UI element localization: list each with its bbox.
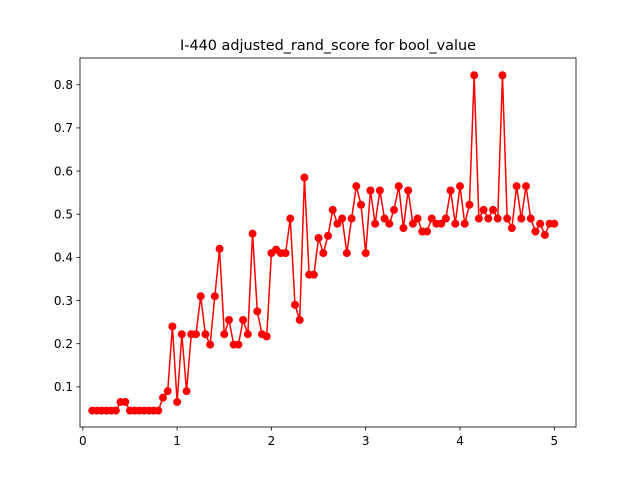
data-point: [493, 214, 502, 223]
y-tick-label: 0.3: [54, 294, 73, 308]
data-point: [215, 244, 224, 253]
data-point: [291, 300, 299, 309]
data-point: [342, 249, 351, 258]
y-tick-label: 0.4: [54, 251, 73, 265]
data-point: [413, 214, 422, 223]
data-point: [168, 322, 177, 331]
data-point: [390, 205, 399, 214]
data-point: [526, 214, 535, 223]
data-point: [437, 219, 446, 228]
data-point: [404, 186, 413, 195]
data-point: [474, 214, 483, 223]
data-point: [300, 173, 309, 182]
data-point: [522, 182, 531, 191]
data-point: [451, 219, 460, 228]
data-point: [324, 231, 332, 240]
data-point: [484, 214, 493, 223]
data-point: [479, 205, 488, 214]
data-point: [394, 182, 403, 191]
y-tick-label: 0.8: [54, 78, 73, 92]
data-point: [253, 307, 262, 316]
data-point: [408, 219, 417, 228]
data-point: [309, 270, 318, 279]
x-tick-label: 0: [79, 434, 87, 448]
data-point: [498, 71, 507, 80]
data-point: [441, 214, 450, 223]
y-tick-label: 0.6: [54, 164, 73, 178]
data-point: [220, 330, 229, 339]
data-point: [540, 230, 549, 239]
data-point: [286, 214, 295, 223]
data-point: [154, 406, 163, 415]
y-tick-label: 0.1: [54, 380, 73, 394]
data-point: [517, 214, 526, 223]
data-point: [210, 292, 219, 301]
data-point: [456, 182, 465, 191]
data-point: [550, 219, 559, 228]
data-point: [347, 214, 356, 223]
data-point: [536, 219, 545, 228]
data-point: [385, 219, 394, 228]
data-point: [206, 340, 215, 349]
data-point: [314, 233, 323, 242]
data-point: [361, 249, 370, 258]
data-point: [243, 330, 252, 339]
data-point: [399, 224, 408, 233]
plot-area: 0 1 2 3 4 5 0.1 0.2 0.3 0.4 0.5 0.6 0.7 0.8: [54, 57, 577, 448]
data-point: [423, 227, 432, 236]
data-point: [446, 186, 455, 195]
data-point: [182, 387, 191, 396]
data-point: [262, 332, 271, 341]
data-point: [507, 224, 516, 233]
data-point: [531, 227, 540, 236]
data-point: [173, 397, 182, 406]
x-tick-label: 4: [456, 434, 464, 448]
data-point: [512, 182, 521, 191]
data-point: [427, 214, 436, 223]
data-point: [111, 406, 120, 415]
y-tick-label: 0.2: [54, 337, 73, 351]
data-point: [328, 205, 337, 214]
data-point: [234, 340, 243, 349]
data-point: [366, 186, 375, 195]
data-point: [224, 315, 233, 324]
x-tick-label: 3: [362, 434, 370, 448]
data-point: [239, 315, 248, 324]
data-point: [121, 397, 130, 406]
data-point: [196, 292, 205, 301]
data-point: [201, 330, 210, 339]
data-point: [248, 229, 257, 238]
data-point: [177, 330, 186, 339]
y-tick-label: 0.7: [54, 121, 73, 135]
data-point: [465, 200, 474, 209]
x-tick-label: 2: [268, 434, 276, 448]
data-point: [352, 182, 361, 191]
data-point: [338, 214, 347, 223]
data-point: [319, 249, 328, 258]
data-point: [470, 71, 479, 80]
data-point: [357, 200, 365, 209]
axes-frame: [79, 57, 577, 428]
data-point: [158, 393, 167, 402]
data-point: [371, 219, 380, 228]
data-point: [295, 315, 304, 324]
data-point: [163, 387, 172, 396]
data-point: [460, 219, 469, 228]
data-point: [489, 205, 498, 214]
data-point: [375, 186, 384, 195]
x-tick-label: 1: [173, 434, 181, 448]
chart-title: I-440 adjusted_rand_score for bool_value: [180, 38, 476, 54]
data-point: [281, 249, 290, 258]
y-tick-label: 0.5: [54, 208, 73, 222]
data-point: [380, 214, 389, 223]
data-point: [503, 214, 512, 223]
x-tick-label: 5: [550, 434, 558, 448]
data-point: [191, 330, 200, 339]
data-point: [333, 219, 342, 228]
